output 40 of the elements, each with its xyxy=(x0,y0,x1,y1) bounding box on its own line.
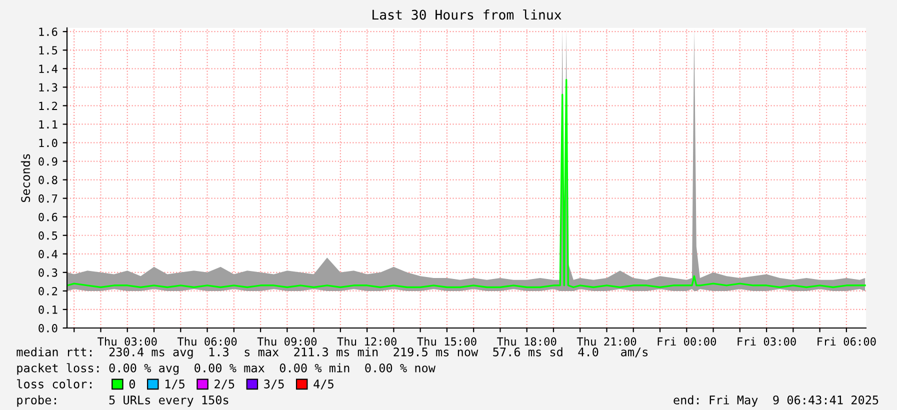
y-tick-label: 0.1 xyxy=(38,305,58,314)
y-tick-label: 1.2 xyxy=(39,102,58,110)
x-tick-label: Thu 06:00 xyxy=(177,337,237,346)
x-tick-label: Fri 03:00 xyxy=(738,337,796,346)
y-tick-label: 1.3 xyxy=(39,83,58,92)
y-tick-label: 0.8 xyxy=(38,176,58,184)
y-axis-title: Seconds xyxy=(20,154,30,202)
y-tick-label: 1.0 xyxy=(39,138,58,148)
x-tick-label: Thu 09:00 xyxy=(257,337,317,346)
y-tick-label: 1.5 xyxy=(39,46,58,55)
y-tick-label: 0.6 xyxy=(38,212,58,222)
x-tick-label: Thu 15:00 xyxy=(417,337,476,346)
y-tick-label: 0.2 xyxy=(38,286,58,296)
y-tick-label: 0.0 xyxy=(38,324,58,332)
y-tick-label: 0.7 xyxy=(38,194,58,203)
y-tick-label: 1.1 xyxy=(39,120,58,128)
y-tick-label: 0.9 xyxy=(38,157,58,166)
y-tick-label: 0.4 xyxy=(38,250,58,258)
y-tick-label: 1.4 xyxy=(39,64,58,73)
text: end: Fri May 9 06:43:41 2025 xyxy=(674,395,878,407)
legend-label: 4/5 xyxy=(314,380,334,390)
y-tick-label: 1.6 xyxy=(39,28,58,36)
x-tick-label: Thu 03:00 xyxy=(98,337,157,346)
legend-label: 1/5 xyxy=(166,380,184,390)
text: packet loss: 0.00 % avg 0.00 % max 0.00 % min 0.00 % now xyxy=(17,363,436,375)
line-series xyxy=(67,78,866,288)
legend-title: loss color: xyxy=(17,379,92,388)
x-tick-label: Thu 12:00 xyxy=(337,337,396,346)
legend-label: 3/5 xyxy=(264,380,284,390)
chart-title: Last 30 Hours from linux xyxy=(372,9,562,20)
x-tick-label: Thu 18:00 xyxy=(497,337,556,346)
y-tick-label: 0.5 xyxy=(38,231,58,240)
x-tick-label: Fri 00:00 xyxy=(658,337,716,346)
x-tick-label: Thu 21:00 xyxy=(576,337,636,346)
text: probe: 5 URLs every 150s xyxy=(17,395,228,407)
y-tick-label: 0.3 xyxy=(38,268,58,277)
text: median rtt: 230.4 ms avg 1.3 s max 211.3 ms min 219.5 ms now 57.6 ms sd 4.0 am/s xyxy=(16,347,648,359)
legend-label: 0 xyxy=(129,380,135,388)
legend-label: 2/5 xyxy=(214,380,234,390)
x-tick-label: Fri 06:00 xyxy=(818,337,876,346)
